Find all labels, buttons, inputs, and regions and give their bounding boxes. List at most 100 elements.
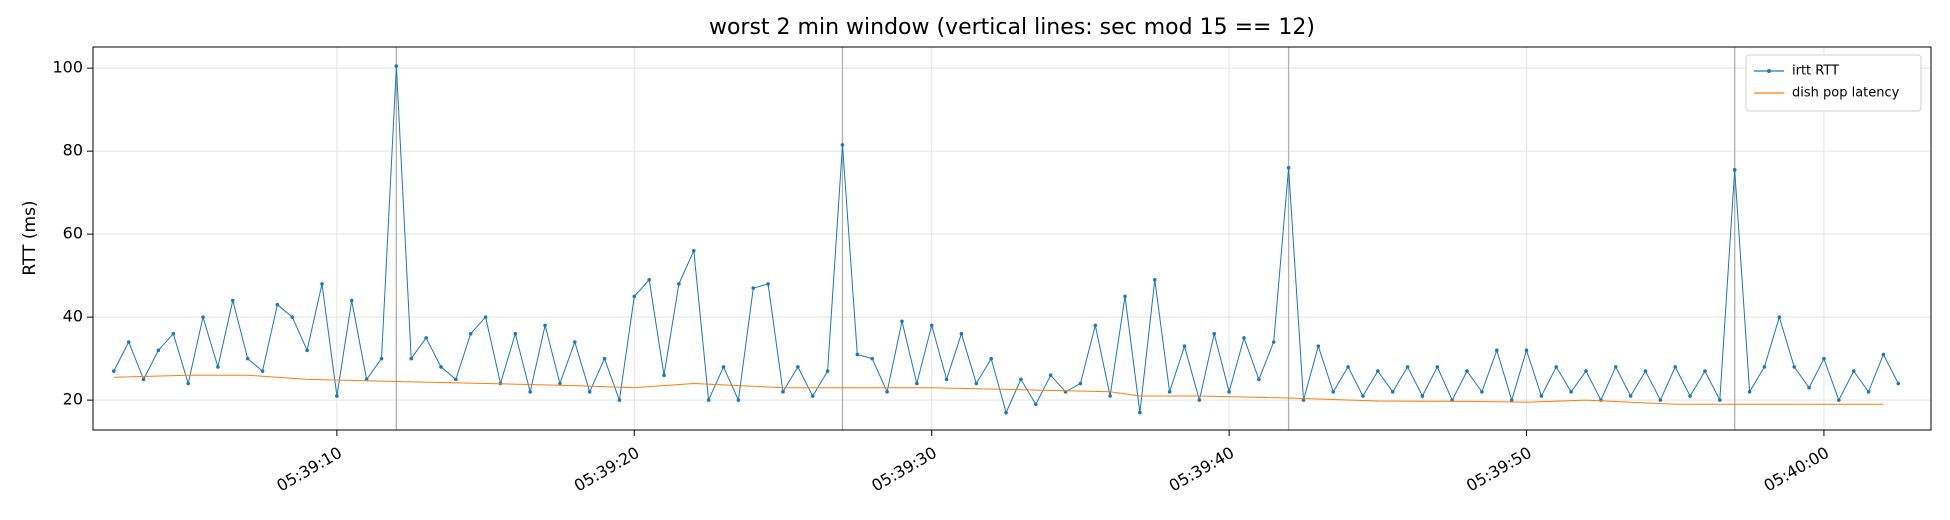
x-tick-label: 05:40:00: [1760, 443, 1832, 495]
data-point: [1688, 394, 1692, 398]
data-point: [587, 390, 592, 394]
data-point: [1390, 390, 1395, 394]
data-point: [647, 277, 651, 282]
data-point: [1152, 277, 1157, 282]
y-tick-label: 80: [63, 141, 83, 160]
data-point: [1301, 398, 1306, 402]
data-point: [573, 340, 577, 344]
data-point: [959, 331, 964, 336]
x-tick-label: 05:39:40: [1166, 443, 1238, 495]
data-point: [602, 356, 607, 361]
data-point: [320, 282, 324, 286]
chart-title: worst 2 min window (vertical lines: sec …: [709, 15, 1315, 40]
data-point: [349, 298, 354, 303]
data-point: [810, 394, 815, 398]
data-point: [186, 381, 190, 386]
data-point: [1242, 336, 1246, 340]
data-point: [1896, 381, 1901, 386]
data-point: [1539, 394, 1544, 398]
data-point: [558, 381, 562, 386]
y-axis-label: RTT (ms): [20, 200, 40, 275]
data-point: [1405, 365, 1410, 369]
data-point: [1732, 168, 1737, 172]
data-point: [691, 248, 696, 253]
data-point: [1108, 394, 1112, 398]
data-point: [394, 64, 399, 68]
data-point: [677, 282, 681, 286]
data-point: [543, 323, 547, 328]
data-point: [483, 315, 488, 319]
data-point: [1048, 373, 1053, 378]
data-point: [513, 331, 518, 336]
data-point: [1212, 331, 1217, 336]
data-point: [1524, 348, 1529, 353]
data-point: [870, 356, 875, 361]
data-point: [1346, 365, 1350, 369]
data-point: [929, 323, 934, 328]
data-point: [1822, 356, 1826, 361]
data-point: [201, 315, 205, 319]
data-point: [1866, 390, 1871, 394]
data-point: [1628, 394, 1633, 398]
legend-box: [1745, 54, 1922, 112]
x-tick-label: 05:39:10: [273, 443, 345, 495]
data-point: [885, 390, 889, 394]
data-point: [1777, 315, 1782, 319]
data-point: [1673, 365, 1678, 369]
data-point: [245, 356, 250, 361]
data-point: [1599, 398, 1603, 402]
data-point: [1123, 294, 1127, 299]
data-point: [1376, 369, 1380, 373]
data-point: [1881, 352, 1886, 357]
data-point: [1494, 348, 1499, 353]
data-point: [766, 282, 770, 286]
data-point: [855, 352, 860, 357]
data-point: [736, 398, 741, 402]
data-point: [1316, 344, 1321, 348]
x-tick-label: 05:39:30: [868, 443, 940, 495]
data-point: [141, 377, 146, 382]
data-point: [1762, 365, 1767, 369]
data-point: [1658, 398, 1663, 402]
legend-marker: [1767, 69, 1771, 73]
series-line: [113, 374, 1884, 405]
data-point: [989, 356, 993, 361]
data-point: [974, 381, 979, 386]
legend: irtt RTT dish pop latency: [1745, 54, 1922, 112]
data-point: [275, 302, 280, 307]
data-point: [915, 381, 919, 386]
data-point: [1361, 394, 1365, 398]
data-point: [528, 390, 532, 394]
data-point: [290, 315, 295, 319]
data-point: [781, 390, 785, 394]
legend-label: dish pop latency: [1792, 86, 1900, 101]
data-point: [706, 398, 711, 402]
data-point: [1078, 381, 1083, 386]
data-point: [468, 331, 473, 336]
data-point: [1435, 365, 1440, 369]
series-line: [113, 66, 1899, 415]
data-point: [1019, 377, 1023, 382]
data-point: [1509, 398, 1514, 402]
data-point: [1851, 369, 1856, 373]
data-point: [944, 377, 949, 382]
data-point: [1227, 390, 1231, 394]
data-point: [796, 365, 800, 369]
data-point: [1718, 398, 1722, 402]
data-point: [632, 294, 637, 299]
data-point: [1613, 365, 1618, 369]
data-point: [1792, 365, 1796, 369]
y-tick-label: 40: [63, 307, 83, 326]
plot-frame: [92, 46, 1932, 431]
data-point: [825, 369, 830, 373]
data-point: [900, 319, 904, 324]
data-point: [1167, 390, 1172, 394]
data-point: [454, 377, 458, 382]
data-point: [156, 348, 161, 353]
data-point: [424, 336, 428, 340]
data-point: [1033, 402, 1038, 407]
data-point: [1807, 385, 1811, 390]
data-point: [439, 365, 443, 369]
data-point: [1271, 340, 1276, 344]
